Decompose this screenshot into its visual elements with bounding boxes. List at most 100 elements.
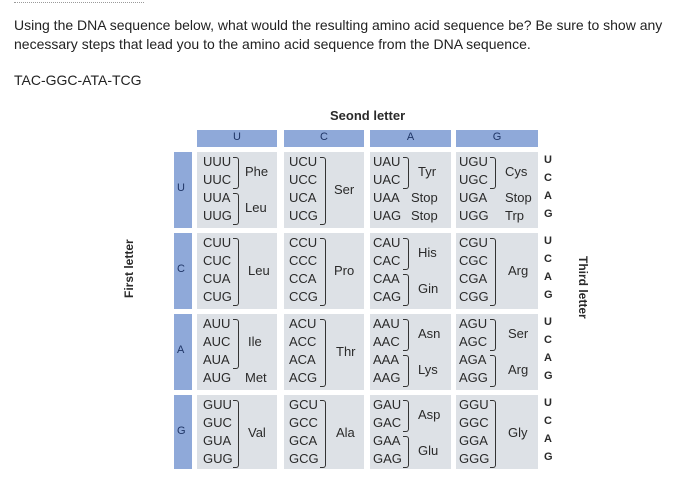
amino-acid: Ala	[336, 425, 355, 440]
codon: AUG	[203, 370, 232, 385]
codon: AAU	[373, 316, 400, 331]
cell-block	[197, 233, 277, 309]
codon: CAG	[373, 289, 402, 304]
amino-acid: Thr	[336, 344, 356, 359]
codon: GUA	[203, 433, 232, 448]
codon: UUU	[203, 154, 232, 169]
codon: CCG	[289, 289, 318, 304]
amino-acid: Trp	[505, 208, 525, 223]
col-header-u: U	[197, 130, 277, 147]
first-letter-a: A	[177, 344, 185, 356]
codon: ACA	[289, 352, 316, 367]
codon: GUU	[203, 397, 232, 412]
codon: UAG	[373, 208, 402, 223]
cell-block	[284, 395, 364, 469]
codon: AUC	[203, 334, 231, 349]
first-letter-c: C	[177, 263, 185, 275]
cell-block	[197, 152, 277, 228]
cell-block	[370, 233, 451, 309]
codon: GCU	[289, 397, 318, 412]
row-side-u	[174, 152, 192, 228]
cell-block	[370, 152, 451, 228]
cell-block	[284, 152, 364, 228]
codon: CGC	[459, 253, 488, 268]
codon: AGU	[459, 316, 488, 331]
codon: GCC	[289, 415, 318, 430]
second-letter-title: Seond letter	[330, 108, 406, 123]
third-letter-c: C	[544, 172, 552, 184]
codon: ACU	[289, 316, 317, 331]
third-letter-a: A	[544, 271, 552, 283]
bracket	[403, 157, 409, 189]
codon: UCC	[289, 172, 318, 187]
third-letter-c: C	[544, 253, 552, 265]
amino-acid: Asn	[418, 326, 441, 341]
amino-acid: Phe	[245, 164, 269, 179]
codon: CAC	[373, 253, 401, 268]
third-letter-g: G	[544, 451, 553, 463]
question-text: Using the DNA sequence below, what would…	[14, 17, 663, 52]
codon: UGA	[459, 190, 488, 205]
amino-acid: Stop	[411, 208, 438, 223]
bracket	[490, 238, 496, 306]
third-letter-u: U	[544, 397, 552, 409]
third-letter-c: C	[544, 334, 552, 346]
bracket	[403, 238, 409, 270]
codon: GAU	[373, 397, 402, 412]
codon: AAA	[373, 352, 400, 367]
amino-acid: Glu	[418, 443, 439, 458]
third-letter-a: A	[544, 433, 552, 445]
third-letter-a: A	[544, 352, 552, 364]
bracket	[233, 238, 239, 306]
bracket	[403, 355, 409, 387]
amino-acid: Pro	[334, 263, 355, 278]
third-letter-u: U	[544, 154, 552, 166]
codon: UUA	[203, 190, 231, 205]
third-letter-g: G	[544, 208, 553, 220]
codon: UAC	[373, 172, 401, 187]
codon: CUC	[203, 253, 232, 268]
codon: GCG	[289, 451, 319, 466]
bracket	[403, 400, 409, 432]
first-letter-g: G	[177, 425, 186, 437]
codon: CGA	[459, 271, 488, 286]
codon: CGU	[459, 235, 488, 250]
dna-sequence: TAC-GGC-ATA-TCG	[14, 72, 142, 88]
first-letter-label: First letter	[122, 239, 136, 298]
amino-acid: Ser	[508, 326, 529, 341]
cell-block	[197, 314, 277, 390]
codon: AUA	[203, 352, 230, 367]
amino-acid: Ser	[334, 182, 355, 197]
amino-acid: Arg	[508, 263, 529, 278]
amino-acid: Leu	[245, 200, 267, 215]
bracket	[490, 319, 496, 351]
bracket	[490, 157, 496, 189]
third-letter-label: Third letter	[576, 256, 590, 319]
codon: UAU	[373, 154, 401, 169]
codon: UCU	[289, 154, 318, 169]
codon: UUC	[203, 172, 232, 187]
codon: GCA	[289, 433, 318, 448]
third-letter-g: G	[544, 370, 553, 382]
cell-block	[197, 395, 277, 469]
third-letter-a: A	[544, 190, 552, 202]
row-side-g	[174, 395, 192, 469]
amino-acid: Cys	[505, 164, 528, 179]
col-header-a: A	[370, 130, 451, 147]
bracket	[320, 238, 326, 306]
codon: AAC	[373, 334, 400, 349]
codon: UCA	[289, 190, 317, 205]
codon: CUG	[203, 289, 232, 304]
amino-acid: Leu	[248, 263, 270, 278]
amino-acid: Lys	[418, 362, 438, 377]
codon: UGG	[459, 208, 489, 223]
cell-block	[456, 152, 538, 228]
amino-acid: Met	[245, 370, 267, 385]
codon: CAU	[373, 235, 401, 250]
row-side-c	[174, 233, 192, 309]
codon: UAA	[373, 190, 400, 205]
codon: AGG	[459, 370, 488, 385]
codon: AUU	[203, 316, 231, 331]
bracket	[403, 436, 409, 468]
